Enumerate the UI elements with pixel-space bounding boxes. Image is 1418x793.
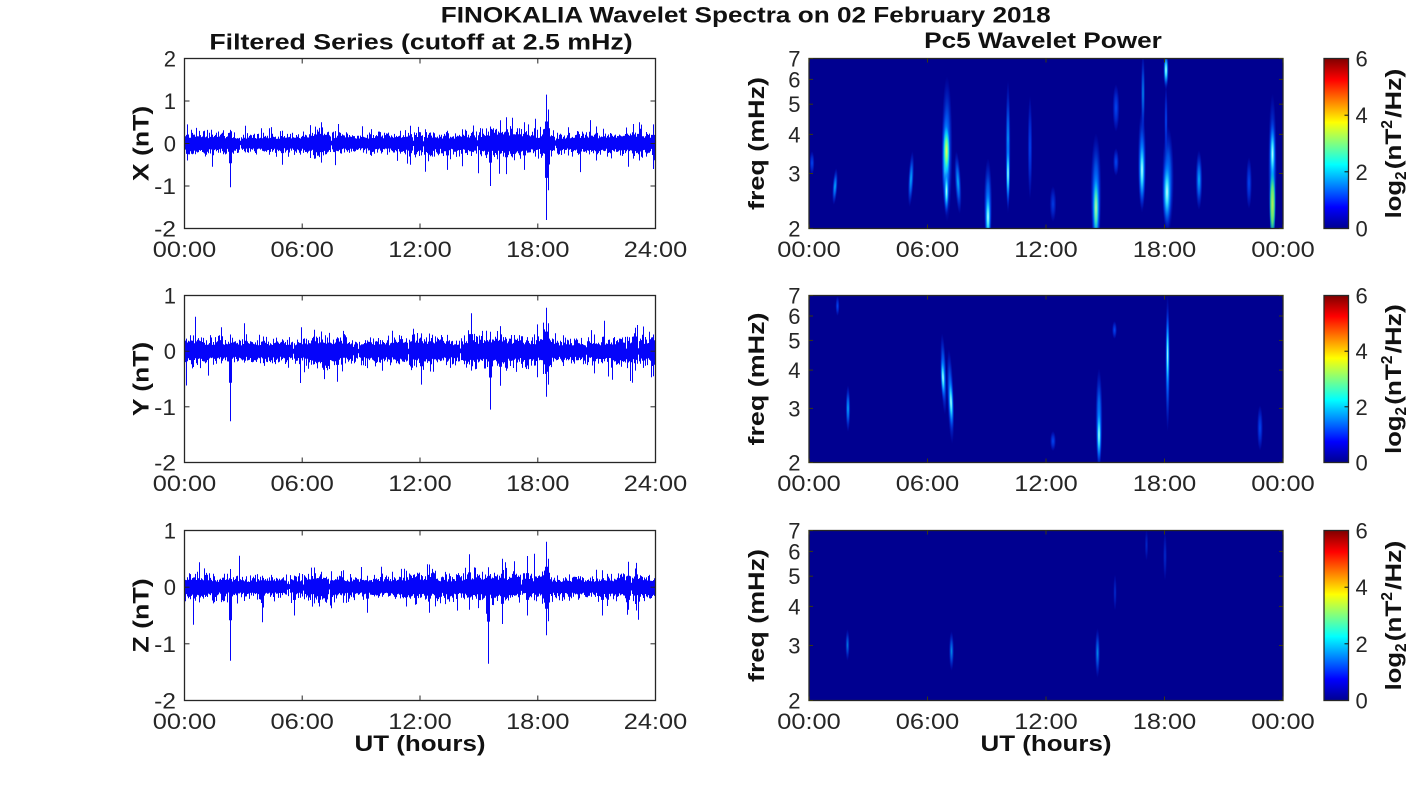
svg-text:0: 0 xyxy=(1356,451,1368,476)
svg-text:06:00: 06:00 xyxy=(271,471,334,496)
svg-text:00:00: 00:00 xyxy=(1251,237,1314,262)
svg-text:5: 5 xyxy=(788,92,800,117)
svg-text:24:00: 24:00 xyxy=(624,471,687,496)
svg-text:2: 2 xyxy=(164,47,176,72)
svg-text:06:00: 06:00 xyxy=(896,237,959,262)
svg-text:/Hz): /Hz) xyxy=(1381,69,1406,118)
svg-text:-2: -2 xyxy=(154,689,176,714)
svg-text:FINOKALIA Wavelet Spectra on 0: FINOKALIA Wavelet Spectra on 02 February… xyxy=(441,3,1051,28)
svg-text:2: 2 xyxy=(1379,356,1396,365)
svg-text:1: 1 xyxy=(164,89,176,114)
svg-text:00:00: 00:00 xyxy=(153,709,216,734)
svg-text:3: 3 xyxy=(788,396,800,421)
svg-text:3: 3 xyxy=(788,162,800,187)
svg-text:24:00: 24:00 xyxy=(624,709,687,734)
svg-text:12:00: 12:00 xyxy=(1014,237,1077,262)
svg-text:06:00: 06:00 xyxy=(271,237,334,262)
svg-text:freq (mHz): freq (mHz) xyxy=(744,77,769,210)
svg-text:00:00: 00:00 xyxy=(1251,471,1314,496)
svg-text:18:00: 18:00 xyxy=(506,471,569,496)
svg-text:3: 3 xyxy=(788,634,800,659)
svg-text:00:00: 00:00 xyxy=(153,471,216,496)
svg-text:4: 4 xyxy=(788,358,800,383)
svg-text:12:00: 12:00 xyxy=(388,237,451,262)
svg-text:-1: -1 xyxy=(154,395,176,420)
svg-text:7: 7 xyxy=(788,47,800,72)
svg-text:18:00: 18:00 xyxy=(1133,237,1196,262)
svg-text:(nT: (nT xyxy=(1381,363,1406,404)
svg-text:0: 0 xyxy=(1356,217,1368,242)
svg-text:2: 2 xyxy=(1356,632,1368,657)
svg-text:log: log xyxy=(1381,180,1406,218)
svg-text:6: 6 xyxy=(788,539,800,564)
svg-text:12:00: 12:00 xyxy=(1014,471,1077,496)
svg-text:00:00: 00:00 xyxy=(777,471,840,496)
svg-text:2: 2 xyxy=(1393,171,1410,180)
svg-text:7: 7 xyxy=(788,519,800,544)
svg-text:18:00: 18:00 xyxy=(506,709,569,734)
svg-text:4: 4 xyxy=(1356,339,1368,364)
svg-text:2: 2 xyxy=(788,689,800,714)
svg-text:6: 6 xyxy=(1356,47,1368,72)
svg-text:2: 2 xyxy=(788,217,800,242)
svg-text:Filtered Series (cutoff at 2.5: Filtered Series (cutoff at 2.5 mHz) xyxy=(209,30,632,55)
svg-text:2: 2 xyxy=(1393,407,1410,416)
svg-text:18:00: 18:00 xyxy=(1133,709,1196,734)
svg-text:5: 5 xyxy=(788,328,800,353)
svg-text:0: 0 xyxy=(164,339,176,364)
svg-text:0: 0 xyxy=(164,132,176,157)
svg-text:-2: -2 xyxy=(154,451,176,476)
svg-text:4: 4 xyxy=(788,122,800,147)
svg-text:5: 5 xyxy=(788,564,800,589)
svg-text:00:00: 00:00 xyxy=(1251,709,1314,734)
svg-text:UT (hours): UT (hours) xyxy=(355,731,486,756)
svg-text:UT (hours): UT (hours) xyxy=(981,731,1112,756)
svg-text:1: 1 xyxy=(164,284,176,309)
svg-text:18:00: 18:00 xyxy=(506,237,569,262)
svg-text:6: 6 xyxy=(1356,284,1368,309)
svg-text:7: 7 xyxy=(788,284,800,309)
svg-text:06:00: 06:00 xyxy=(896,471,959,496)
svg-text:/Hz): /Hz) xyxy=(1381,304,1406,353)
svg-text:0: 0 xyxy=(164,575,176,600)
svg-text:1: 1 xyxy=(164,519,176,544)
svg-text:2: 2 xyxy=(1379,120,1396,129)
svg-text:(nT: (nT xyxy=(1381,600,1406,641)
svg-text:0: 0 xyxy=(1356,689,1368,714)
svg-text:24:00: 24:00 xyxy=(624,237,687,262)
svg-text:log: log xyxy=(1381,652,1406,690)
svg-text:06:00: 06:00 xyxy=(271,709,334,734)
svg-text:log: log xyxy=(1381,416,1406,454)
svg-text:00:00: 00:00 xyxy=(153,237,216,262)
svg-text:2: 2 xyxy=(1356,160,1368,185)
svg-text:/Hz): /Hz) xyxy=(1381,541,1406,590)
svg-text:18:00: 18:00 xyxy=(1133,471,1196,496)
svg-text:-2: -2 xyxy=(154,217,176,242)
svg-text:Pc5 Wavelet Power: Pc5 Wavelet Power xyxy=(924,28,1162,53)
svg-text:-1: -1 xyxy=(154,174,176,199)
svg-text:6: 6 xyxy=(788,304,800,329)
svg-text:Z (nT): Z (nT) xyxy=(129,578,154,652)
svg-text:(nT: (nT xyxy=(1381,128,1406,169)
svg-text:12:00: 12:00 xyxy=(388,471,451,496)
svg-text:X (nT): X (nT) xyxy=(129,106,154,181)
svg-text:00:00: 00:00 xyxy=(777,709,840,734)
svg-text:6: 6 xyxy=(788,67,800,92)
svg-text:Y (nT): Y (nT) xyxy=(129,342,154,416)
svg-text:2: 2 xyxy=(1393,643,1410,652)
svg-text:00:00: 00:00 xyxy=(777,237,840,262)
svg-text:4: 4 xyxy=(788,594,800,619)
svg-text:2: 2 xyxy=(1356,395,1368,420)
svg-text:4: 4 xyxy=(1356,575,1368,600)
svg-text:12:00: 12:00 xyxy=(388,709,451,734)
svg-text:6: 6 xyxy=(1356,519,1368,544)
svg-text:freq (mHz): freq (mHz) xyxy=(744,313,769,446)
svg-text:-1: -1 xyxy=(154,632,176,657)
svg-text:2: 2 xyxy=(788,451,800,476)
svg-text:freq (mHz): freq (mHz) xyxy=(744,549,769,682)
svg-text:2: 2 xyxy=(1379,592,1396,601)
svg-text:12:00: 12:00 xyxy=(1014,709,1077,734)
svg-text:4: 4 xyxy=(1356,103,1368,128)
svg-text:06:00: 06:00 xyxy=(896,709,959,734)
